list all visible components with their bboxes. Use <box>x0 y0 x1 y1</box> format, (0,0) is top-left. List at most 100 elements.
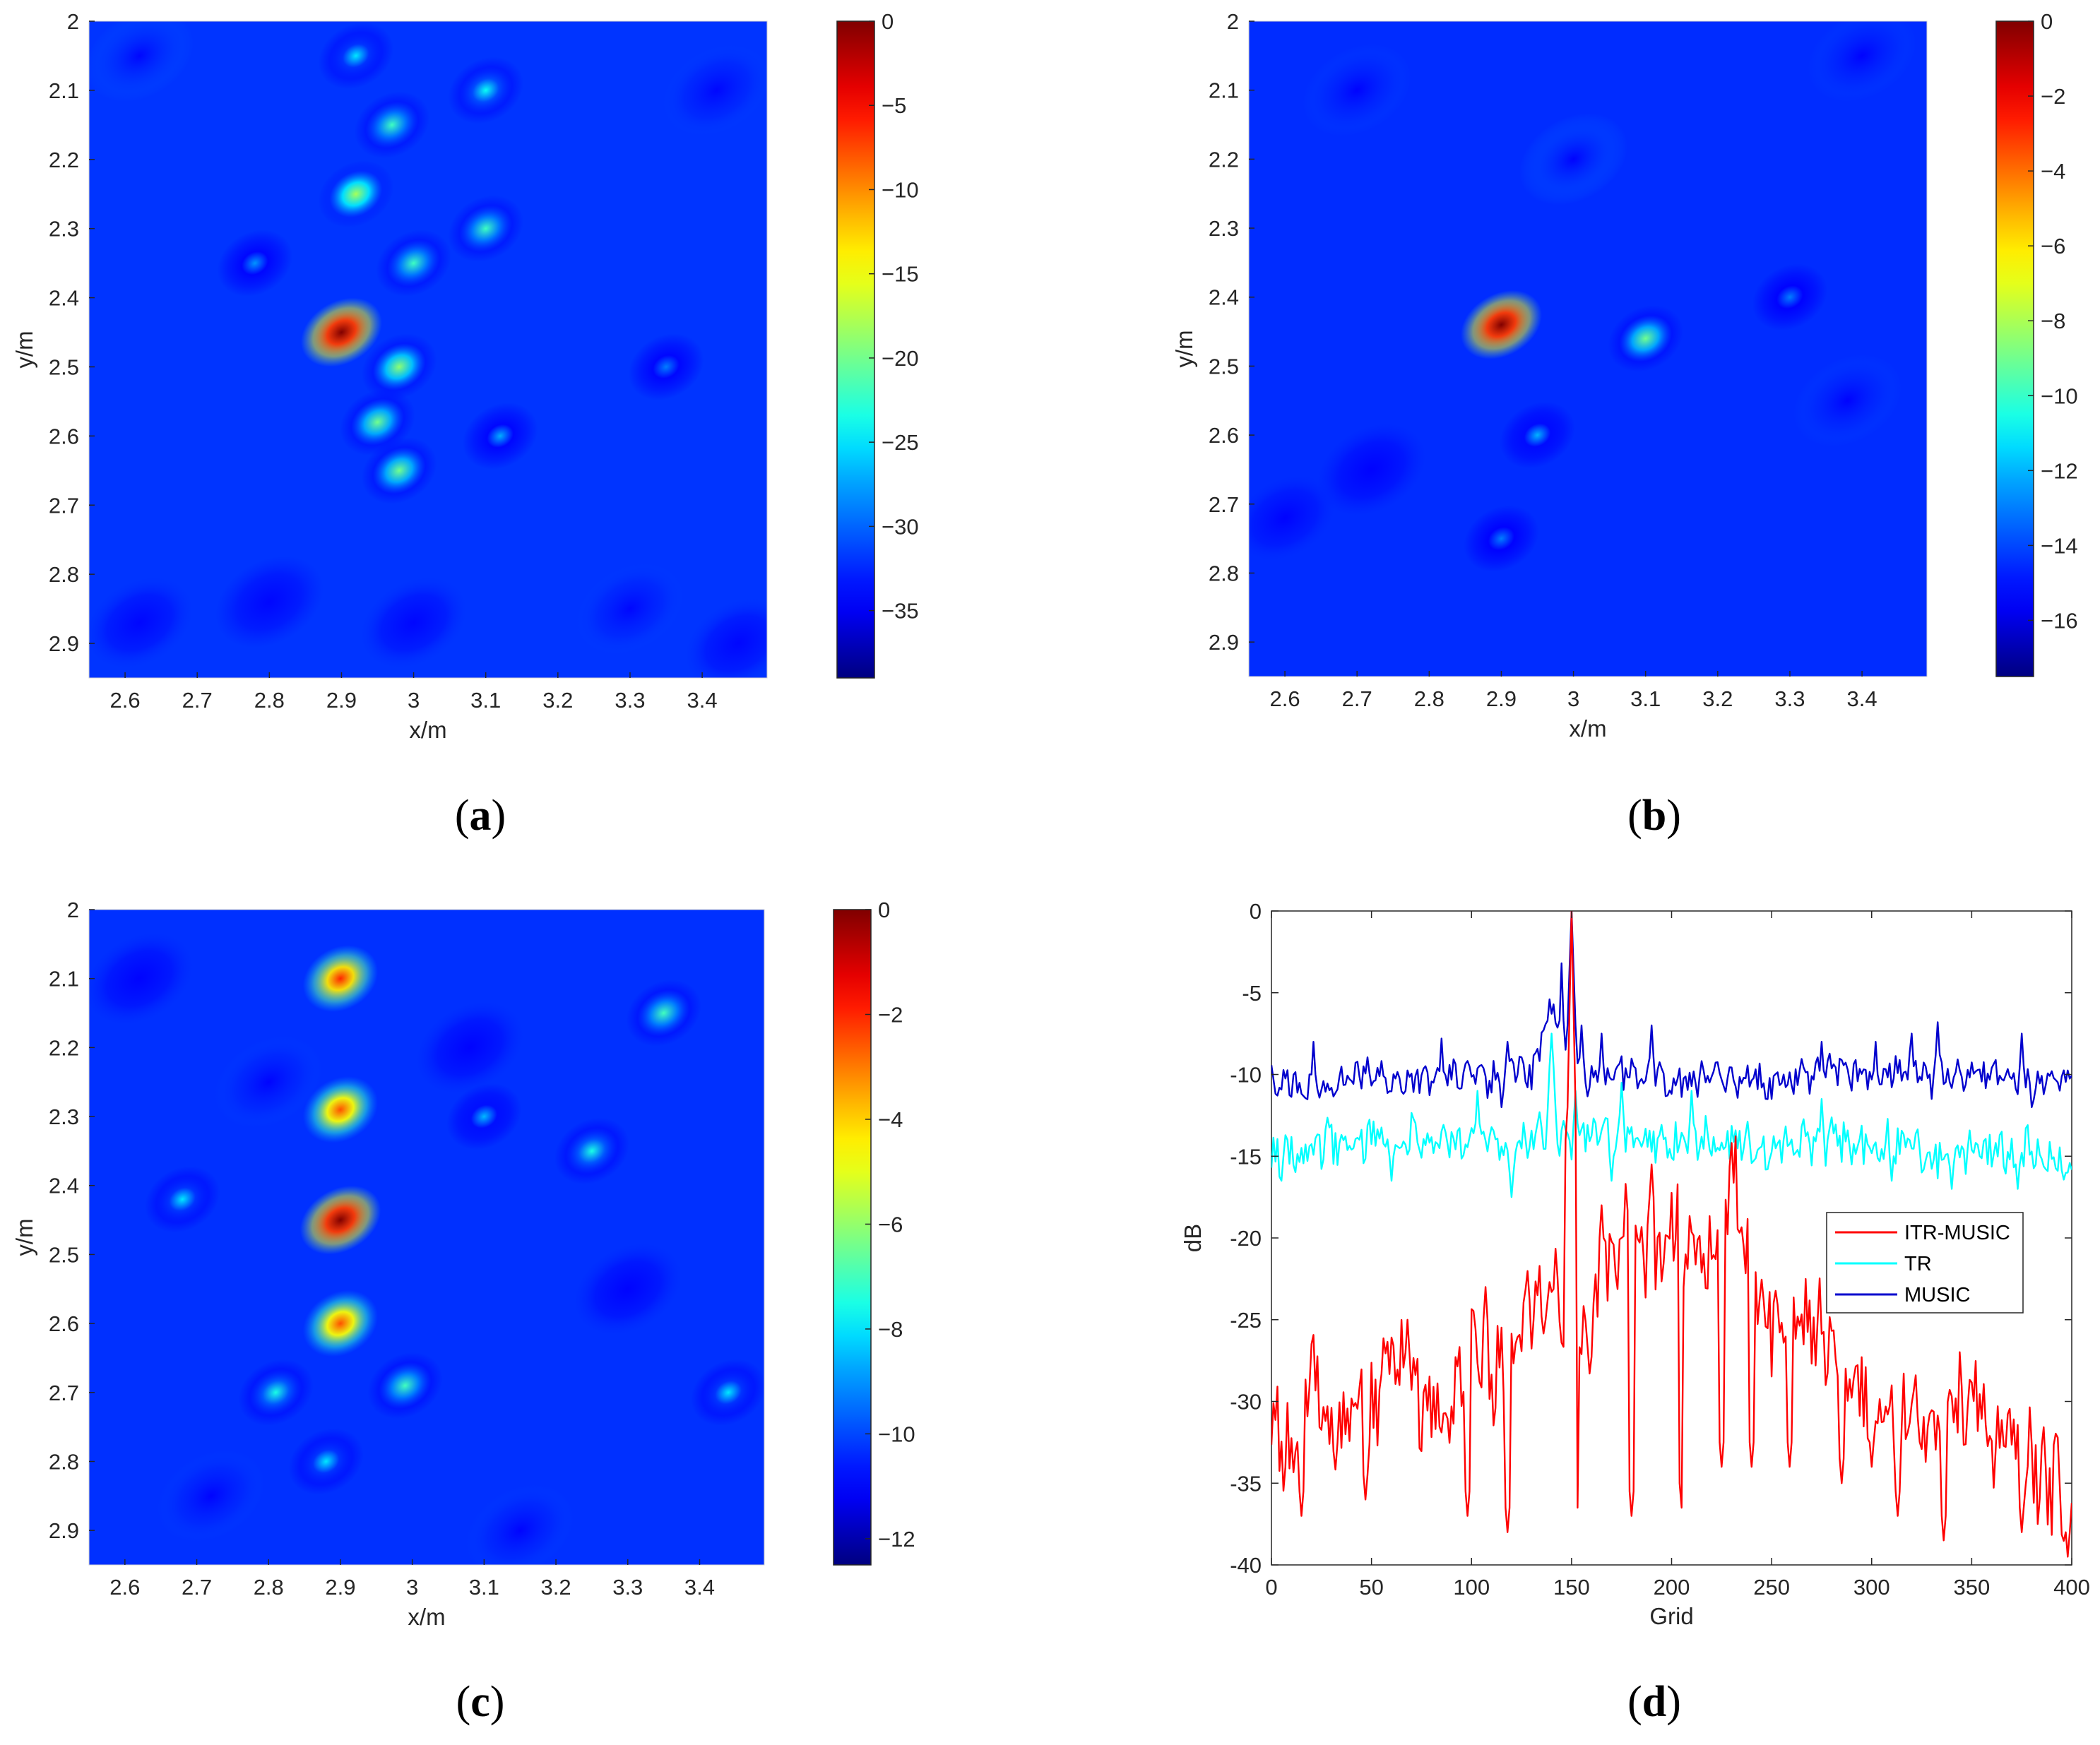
heatmap-dark-spot <box>1808 21 1916 102</box>
y-tick-label: 2.4 <box>1209 285 1239 310</box>
x-tick-label: 3.3 <box>612 1575 643 1600</box>
heatmap-dark-spot <box>359 576 468 669</box>
colorbar-tick-label: −10 <box>2041 383 2078 408</box>
heatmap-peak <box>554 1117 630 1185</box>
panel-label: (c) <box>456 1678 505 1726</box>
panel-c: 2.6 2.7 2.8 2.9 3 3.1 3.2 3.3 3.4 2 2.1 2.2 2.3 2.4 2.… <box>11 898 915 1726</box>
x-tick-label: 2.8 <box>1414 686 1445 711</box>
colorbar-tick-label: −35 <box>882 599 919 624</box>
y-tick-label: -30 <box>1230 1390 1262 1415</box>
y-tick-label: 2.4 <box>49 1174 79 1198</box>
colorbar-tick-label: −10 <box>882 177 919 202</box>
y-tick-label: 2.2 <box>49 1035 79 1060</box>
colorbar-tick-label: −12 <box>878 1527 915 1552</box>
heatmap-dark-spot <box>465 1484 574 1565</box>
x-axis-label: x/m <box>1569 715 1606 742</box>
y-tick-label: 2.9 <box>49 1518 79 1543</box>
heatmap-peak <box>302 1290 379 1357</box>
y-tick-label: 2.3 <box>1209 216 1239 241</box>
colorbar-tick-label: −4 <box>878 1107 903 1132</box>
panel-label: (b) <box>1627 792 1681 840</box>
heatmap-peak <box>302 1076 379 1143</box>
x-tick-label: 3 <box>408 688 420 713</box>
heatmap-dark-spot <box>89 576 194 669</box>
y-tick-label: 2.8 <box>1209 561 1239 585</box>
y-tick-label: 2.6 <box>49 1311 79 1336</box>
y-tick-label: 2.9 <box>1209 630 1239 655</box>
panel-label: (d) <box>1627 1678 1681 1726</box>
y-axis-label: y/m <box>1171 330 1197 367</box>
heatmap-peak <box>145 1166 220 1233</box>
x-tick-label: 3.2 <box>542 688 573 713</box>
x-tick-label: 400 <box>2053 1575 2090 1600</box>
y-tick-label: 2 <box>67 9 79 34</box>
y-tick-label: 2.6 <box>49 424 79 448</box>
x-tick-label: 100 <box>1453 1575 1490 1600</box>
heatmap-dark-spot <box>574 1243 682 1335</box>
colorbar-tick-label: −16 <box>2041 608 2078 633</box>
heatmap-peak <box>1608 305 1684 372</box>
heatmap-dark-spot <box>214 1036 323 1128</box>
y-tick-label: -5 <box>1242 981 1262 1006</box>
heatmap-peak <box>238 1359 314 1427</box>
x-tick-label: 300 <box>1853 1575 1890 1600</box>
colorbar-tick-label: −4 <box>2041 159 2065 184</box>
colorbar-tick-label: −5 <box>882 93 906 118</box>
colorbar-tick-label: −10 <box>878 1422 915 1446</box>
y-tick-label: 2.2 <box>1209 147 1239 172</box>
x-tick-label: 50 <box>1359 1575 1383 1600</box>
heatmap-peak <box>361 333 437 400</box>
heatmap-peak <box>690 1359 764 1427</box>
y-tick-label: 2.7 <box>1209 492 1239 517</box>
x-tick-label: 2.7 <box>182 688 213 713</box>
heatmap-peak <box>367 1352 443 1419</box>
panel-b: 2.6 2.7 2.8 2.9 3 3.1 3.2 3.3 3.4 2 2.1 2.2 2.3 2.4 2.… <box>1171 9 2078 840</box>
heatmap-dark-spot <box>89 21 194 102</box>
y-tick-label: 2.9 <box>49 631 79 656</box>
y-tick-label: 2.3 <box>49 217 79 242</box>
x-tick-label: 3 <box>406 1575 418 1600</box>
y-tick-label: -25 <box>1230 1308 1262 1333</box>
x-tick-label: 2.7 <box>1342 686 1372 711</box>
x-tick-label: 2.6 <box>109 1575 140 1600</box>
x-tick-label: 3.4 <box>684 1575 715 1600</box>
y-tick-label: 2 <box>1227 9 1239 34</box>
x-tick-label: 3.4 <box>1847 686 1877 711</box>
panel-a: 2.6 2.7 2.8 2.9 3 3.1 3.2 3.3 3.4 2 2.1 2.2 2.3 2.4 2.… <box>11 9 919 840</box>
y-tick-label: 2.6 <box>1209 423 1239 448</box>
x-tick-label: 2.6 <box>1270 686 1300 711</box>
colorbar-tick-label: −8 <box>878 1317 903 1342</box>
heatmap-peak <box>448 195 524 263</box>
x-tick-label: 2.9 <box>326 688 357 713</box>
y-tick-label: 2.1 <box>49 78 79 103</box>
colorbar <box>1995 20 2034 677</box>
y-tick-label: 2.5 <box>1209 354 1239 379</box>
y-tick-label: 2.7 <box>49 493 79 518</box>
y-axis-label: dB <box>1180 1224 1206 1252</box>
colorbar <box>833 909 872 1566</box>
heatmap-peak <box>288 1428 364 1495</box>
colorbar-tick-label: −15 <box>882 262 919 287</box>
y-tick-label: 2.8 <box>49 562 79 587</box>
x-tick-label: 350 <box>1954 1575 1991 1600</box>
y-tick-label: 2.8 <box>49 1449 79 1474</box>
series-line-itr-music <box>1271 911 2072 1558</box>
colorbar-tick-label: −2 <box>2041 84 2065 109</box>
heatmap-dark-spot <box>576 562 684 655</box>
x-tick-label: 2.8 <box>254 1575 284 1600</box>
heatmap-dark-spot <box>215 556 324 648</box>
x-tick-label: 2.6 <box>110 688 141 713</box>
heatmap-peak <box>446 1083 522 1150</box>
y-tick-label: 2.5 <box>49 355 79 379</box>
x-axis-label: x/m <box>408 1604 445 1630</box>
legend: ITR-MUSIC TR MUSIC <box>1826 1212 2024 1314</box>
x-tick-label: 2.7 <box>182 1575 212 1600</box>
heatmap-dark-spot <box>1317 423 1426 516</box>
x-tick-label: 3.2 <box>541 1575 571 1600</box>
x-tick-label: 3.4 <box>687 688 718 713</box>
heatmap-peak <box>626 979 701 1047</box>
y-tick-label: 2.3 <box>49 1104 79 1129</box>
x-tick-label: 3.2 <box>1702 686 1733 711</box>
y-tick-label: -35 <box>1230 1471 1262 1496</box>
colorbar-tick-label: −8 <box>2041 309 2065 333</box>
